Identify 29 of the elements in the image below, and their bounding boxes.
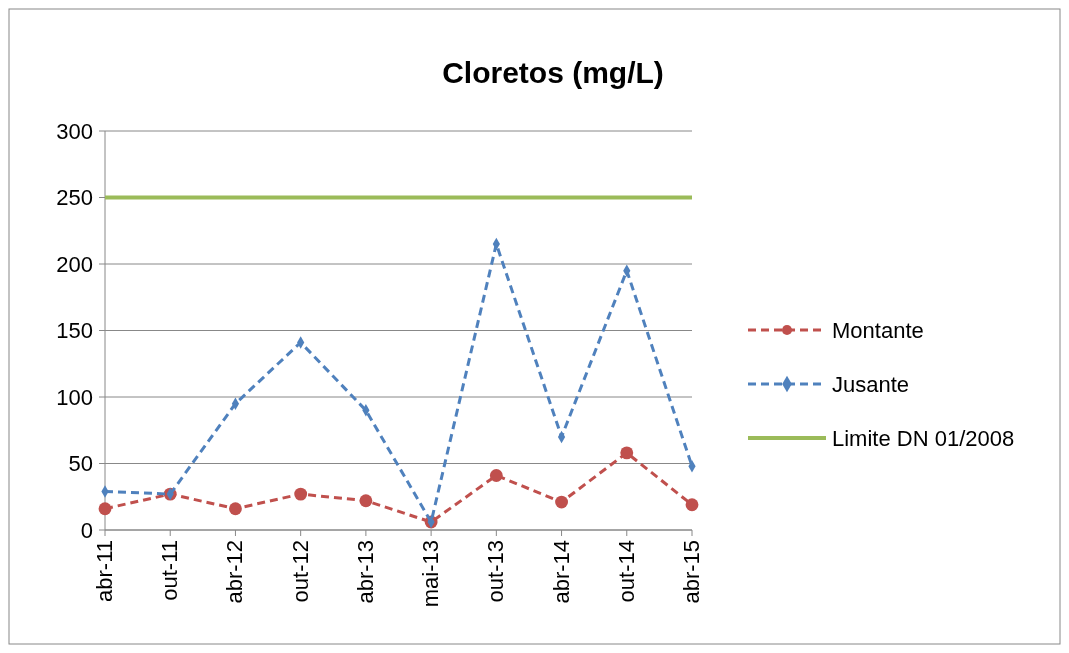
x-tick-label: out-12: [287, 540, 313, 603]
point: [489, 469, 503, 482]
chart-title: Cloretos (mg/L): [442, 56, 664, 89]
point: [229, 502, 242, 516]
x-tick-label: abr-12: [222, 540, 248, 604]
point: [98, 502, 112, 516]
point: [555, 495, 568, 509]
x-tick-label: out-13: [483, 540, 509, 603]
x-tick-label: out-11: [157, 540, 183, 601]
x-tick-label: abr-15: [679, 540, 704, 604]
y-tick-label: 300: [56, 118, 93, 144]
y-tick-label: 50: [68, 451, 93, 477]
point: [685, 498, 699, 512]
x-tick-label: out-14: [613, 540, 639, 603]
y-tick-label: 250: [56, 185, 93, 211]
y-tick-label: 200: [56, 251, 93, 277]
x-tick-label: abr-14: [548, 540, 574, 604]
legend-label: Limite DN 01/2008: [832, 425, 1015, 451]
legend-label: Montante: [832, 317, 924, 343]
y-tick-label: 100: [56, 384, 93, 410]
y-tick-label: 0: [80, 517, 93, 543]
point: [294, 487, 308, 501]
y-tick-label: 150: [56, 318, 93, 344]
point: [620, 446, 634, 460]
x-tick-label: mai-13: [418, 540, 444, 608]
legend-label: Jusante: [832, 371, 910, 397]
point: [359, 494, 373, 508]
x-tick-label: abr-11: [92, 540, 117, 602]
x-tick-label: abr-13: [352, 540, 378, 604]
